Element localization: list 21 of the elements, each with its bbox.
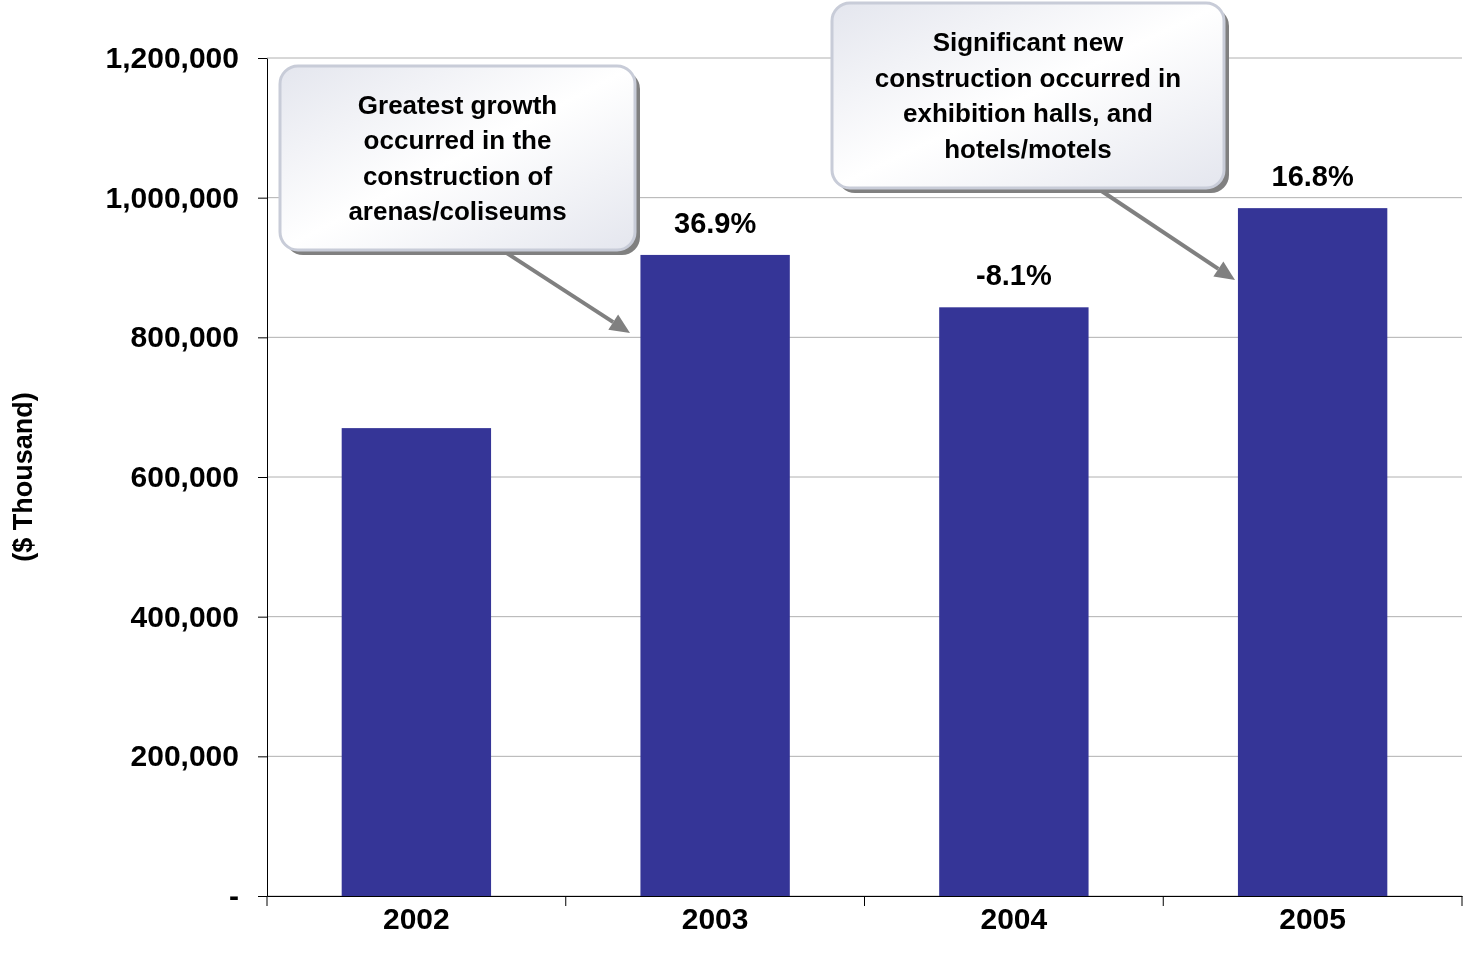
annotation: 36.9% [674, 206, 757, 239]
y-tick-label: 800,000 [130, 320, 239, 354]
y-tick-label: 600,000 [130, 460, 239, 494]
x-tick-label: 2002 [383, 902, 450, 935]
annotation: Greatest growth occurred in the construction of arenas/coliseums [348, 89, 567, 227]
y-axis-title: ($ Thousand) [8, 392, 38, 562]
bar [1237, 208, 1388, 896]
annotation: -8.1% [975, 259, 1052, 292]
annotation: 16.8% [1271, 160, 1354, 193]
annotation: Significant new construction occurred in exhibition halls, and hotels/motels [874, 27, 1182, 164]
y-tick-label: - [229, 879, 239, 913]
x-tick-label: 2003 [681, 902, 749, 935]
y-tick-label: 1,200,000 [105, 41, 239, 75]
bar [939, 307, 1089, 896]
x-tick-label: 2005 [1279, 902, 1346, 935]
y-tick-label: 400,000 [130, 599, 239, 633]
y-tick-label: 1,000,000 [105, 180, 239, 214]
x-tick-label: 2004 [980, 902, 1048, 935]
bar [341, 428, 492, 896]
y-tick-label: 200,000 [130, 739, 239, 773]
bar [640, 254, 790, 896]
